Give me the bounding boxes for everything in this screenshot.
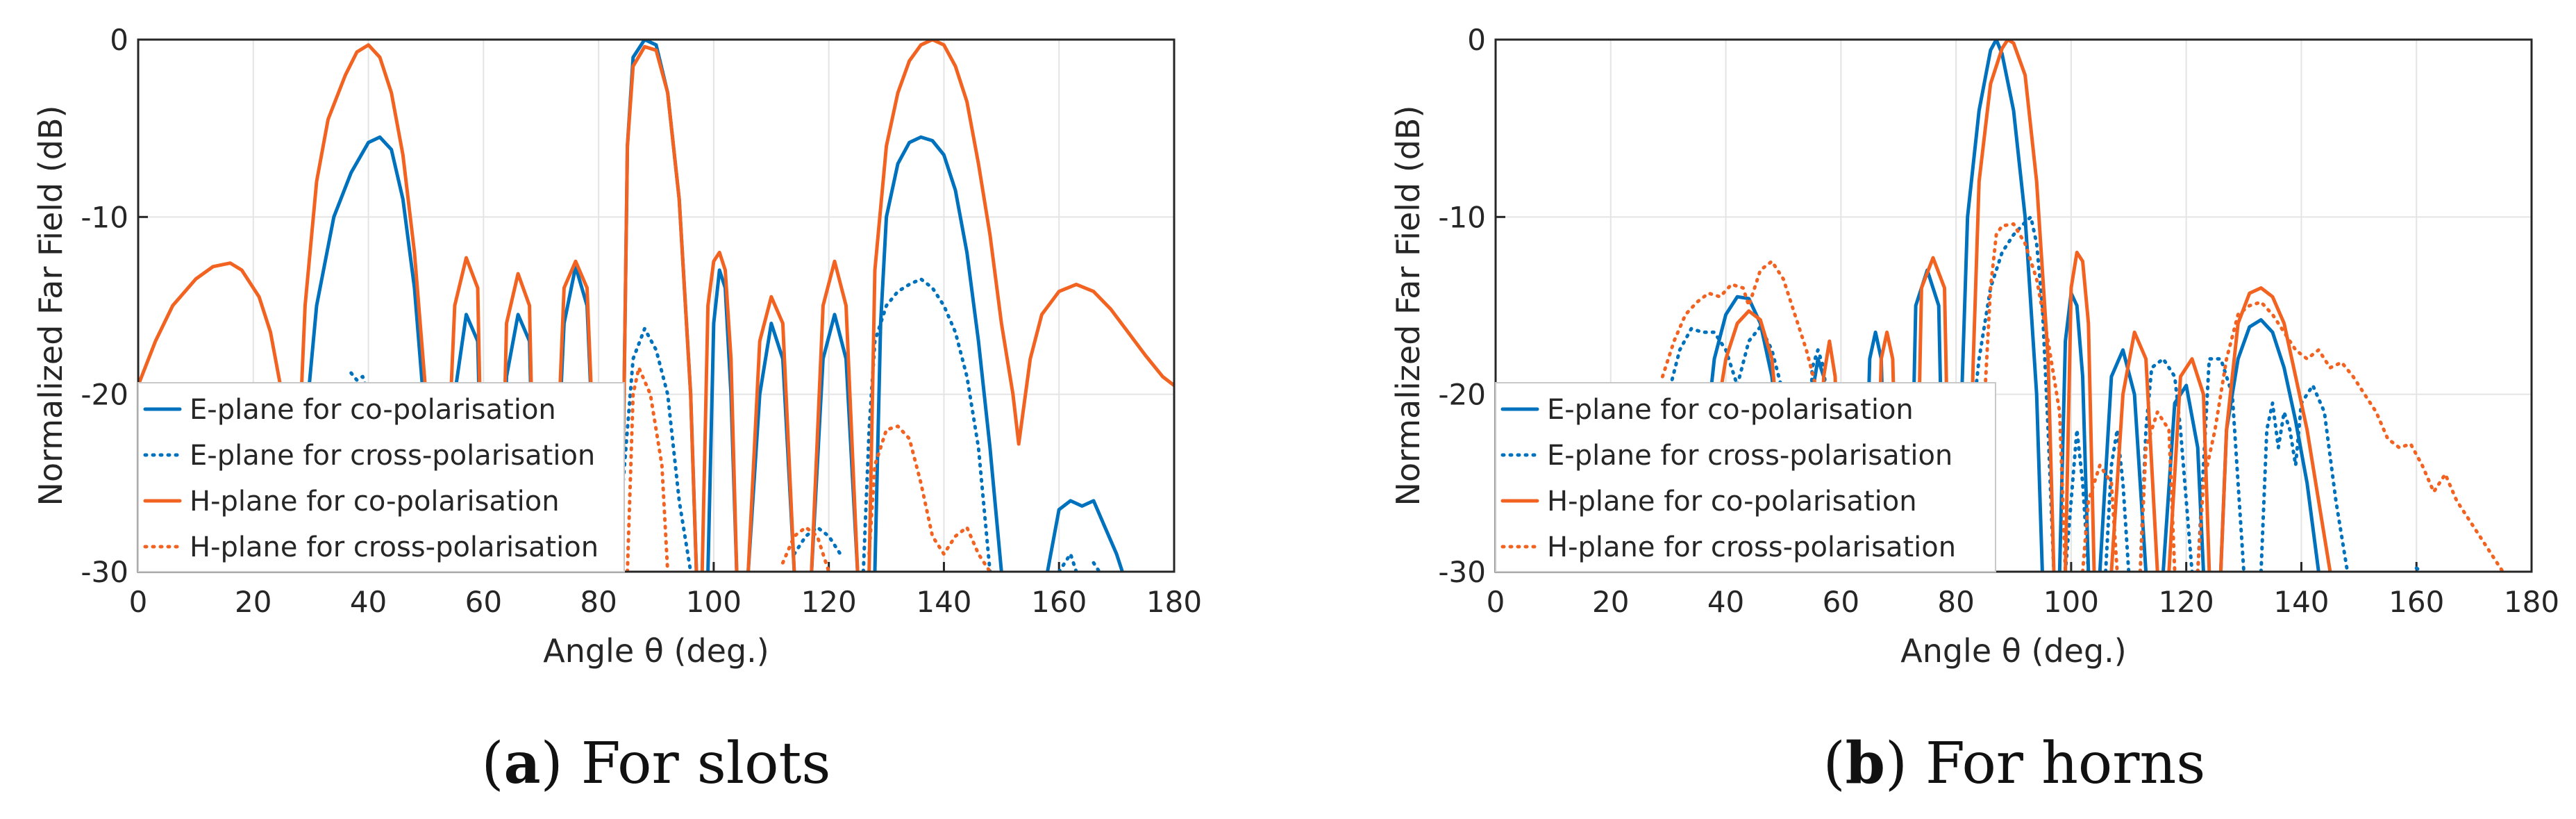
x-tick-label: 120 — [2159, 585, 2214, 619]
x-axis-label: Angle θ (deg.) — [543, 632, 769, 670]
y-tick-label: -30 — [81, 555, 128, 589]
x-tick-label: 100 — [686, 585, 742, 619]
legend-label: H-plane for cross-polarisation — [190, 531, 599, 563]
x-tick-label: 80 — [580, 585, 617, 619]
series-line-4 — [1660, 222, 2505, 572]
caption-letter: b — [1846, 730, 1885, 797]
x-tick-label: 140 — [2273, 585, 2329, 619]
x-tick-label: 120 — [801, 585, 857, 619]
y-tick-label: 0 — [1467, 23, 1486, 57]
legend-box — [137, 382, 625, 572]
chart-panel-a: 0 20 40 60 80 100 120 140 160 180 0 -10 -20 -30 E-plan… — [32, 23, 1202, 797]
x-tick-label: 60 — [1823, 585, 1859, 619]
y-tick-label: -20 — [81, 378, 128, 412]
series-line-2 — [349, 277, 1101, 572]
panel-caption: (a) For slots — [482, 730, 831, 797]
y-tick-label: -20 — [1438, 378, 1486, 412]
y-tick-label: -10 — [1438, 200, 1486, 234]
x-tick-label: 40 — [350, 585, 387, 619]
x-axis-label: Angle θ (deg.) — [1900, 632, 2127, 670]
series-group — [1660, 40, 2505, 572]
y-axis-label: Normalized Far Field (dB) — [1389, 106, 1427, 506]
caption-letter: a — [504, 730, 541, 797]
legend-label: E-plane for co-polarisation — [1547, 394, 1914, 426]
x-tick-label: 20 — [1592, 585, 1629, 619]
legend-label: H-plane for co-polarisation — [190, 486, 560, 518]
series-line-3 — [138, 40, 1174, 572]
x-tick-label: 160 — [1031, 585, 1087, 619]
series-line-4 — [626, 365, 992, 572]
caption-paren-open: ( — [1823, 731, 1846, 797]
legend: E-plane for co-polarisation E-plane for c… — [1495, 382, 1996, 572]
y-tick-label: -30 — [1438, 555, 1486, 589]
x-tick-label: 0 — [1487, 585, 1505, 619]
chart-panel-b: 0 20 40 60 80 100 120 140 160 180 0 -10 -20 -30 E-plan… — [1389, 23, 2559, 797]
caption-text: For slots — [581, 731, 831, 797]
legend-label: E-plane for co-polarisation — [190, 394, 556, 426]
x-tick-label: 180 — [2504, 585, 2559, 619]
caption-paren-close: ) — [541, 731, 581, 797]
legend-label: H-plane for cross-polarisation — [1547, 531, 1956, 563]
caption-text: For horns — [1925, 731, 2205, 797]
caption-paren-open: ( — [482, 731, 504, 797]
series-group — [138, 40, 1174, 572]
axes-frame — [1494, 38, 2533, 573]
y-axis-label: Normalized Far Field (dB) — [32, 106, 69, 506]
legend: E-plane for co-polarisation E-plane for c… — [137, 382, 625, 572]
x-tick-label: 180 — [1146, 585, 1202, 619]
series-line-2 — [1666, 215, 2424, 572]
legend-label: E-plane for cross-polarisation — [190, 440, 595, 472]
legend-box — [1495, 382, 1996, 572]
x-tick-label: 0 — [129, 585, 148, 619]
x-tick-label: 40 — [1707, 585, 1744, 619]
x-tick-label: 60 — [465, 585, 502, 619]
x-tick-label: 140 — [916, 585, 971, 619]
x-tick-label: 80 — [1937, 585, 1974, 619]
x-tick-label: 20 — [235, 585, 271, 619]
x-tick-label: 100 — [2043, 585, 2099, 619]
series-line-1 — [292, 40, 1124, 572]
legend-label: H-plane for co-polarisation — [1547, 486, 1917, 518]
series-line-3 — [1700, 40, 2332, 572]
y-tick-label: 0 — [110, 23, 128, 57]
legend-label: E-plane for cross-polarisation — [1547, 440, 1952, 472]
axes-frame — [137, 38, 1176, 573]
panel-caption: (b) For horns — [1823, 730, 2206, 797]
x-tick-label: 160 — [2389, 585, 2444, 619]
caption-paren-close: ) — [1885, 731, 1925, 797]
y-tick-label: -10 — [81, 200, 128, 234]
